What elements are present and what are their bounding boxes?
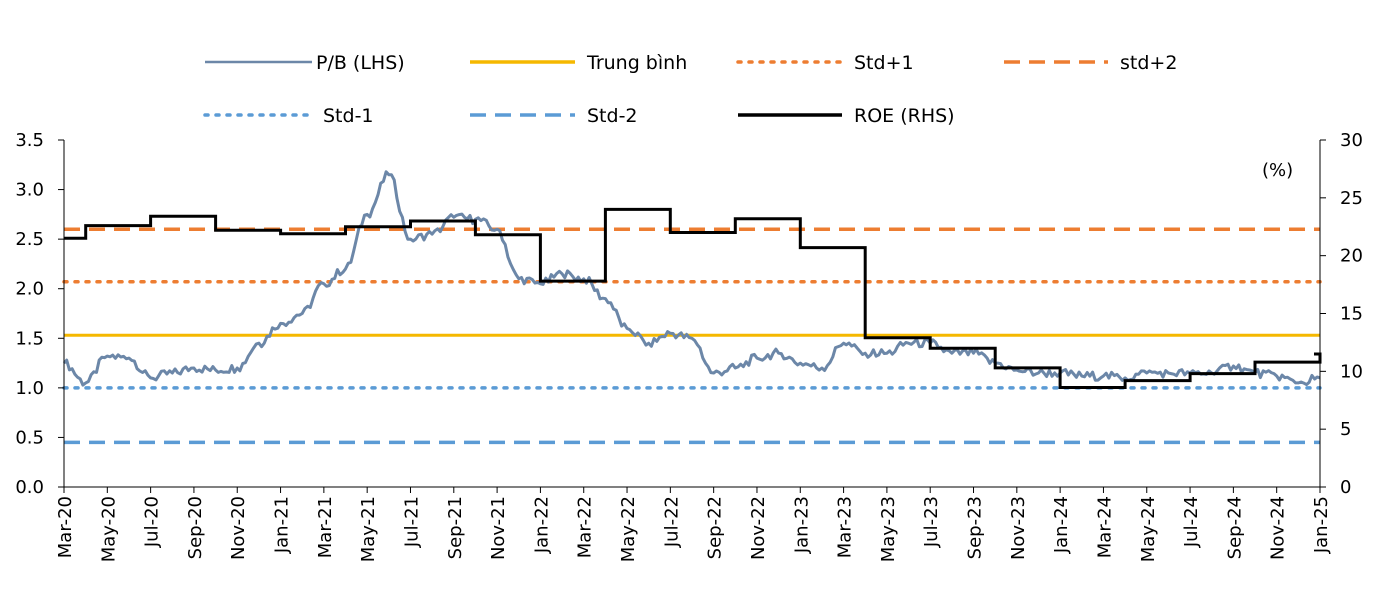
right-tick-label: 30 [1340, 130, 1363, 151]
x-tick-label: Mar-21 [315, 496, 336, 558]
right-axis-unit-label: (%) [1262, 160, 1293, 181]
x-tick-label: Nov-21 [488, 496, 509, 560]
x-tick-label: Jan-23 [791, 496, 812, 554]
left-tick-label: 3.0 [15, 180, 44, 201]
right-tick-label: 25 [1340, 188, 1363, 209]
legend-label: std+2 [1120, 52, 1177, 74]
left-tick-label: 2.0 [15, 279, 44, 300]
x-tick-label: Jan-25 [1311, 496, 1332, 554]
legend-item-std-2: std+2 [1004, 52, 1177, 74]
legend-item-trung-b-nh: Trung bình [470, 52, 687, 74]
x-tick-label: Nov-24 [1268, 496, 1289, 560]
x-tick-label: Sep-21 [445, 496, 466, 559]
x-tick-label: Nov-22 [748, 496, 769, 560]
right-tick-label: 10 [1340, 361, 1363, 382]
roe-line [64, 207, 1322, 389]
legend-label: Std-2 [587, 105, 638, 127]
legend: P/B (LHS) Trung bình Std+1 std+2 Std-1 Std-2 R… [203, 52, 1177, 127]
roe-series [64, 207, 1322, 389]
x-tick-label: Jan-24 [1051, 496, 1072, 554]
x-tick-label: Sep-22 [705, 496, 726, 559]
right-tick-label: 20 [1340, 246, 1363, 267]
legend-label: Trung bình [586, 52, 687, 74]
left-tick-label: 2.5 [15, 229, 44, 250]
x-tick-label: Mar-22 [575, 496, 596, 558]
legend-label: P/B (LHS) [316, 52, 405, 74]
x-tick-label: Nov-20 [228, 496, 249, 560]
legend-item-std-1: Std-1 [203, 105, 374, 127]
x-tick-label: Jul-21 [401, 496, 422, 548]
x-tick-label: Jul-20 [142, 496, 163, 548]
legend-label: ROE (RHS) [854, 105, 955, 127]
left-tick-label: 1.5 [15, 328, 44, 349]
x-tick-label: May-23 [878, 496, 899, 562]
x-tick-label: Sep-24 [1224, 496, 1245, 559]
x-tick-label: Jul-24 [1181, 496, 1202, 548]
x-tick-label: Jan-22 [531, 496, 552, 554]
reference-lines [62, 227, 1322, 445]
x-tick-label: Nov-23 [1008, 496, 1029, 560]
x-tick-label: Sep-20 [185, 496, 206, 559]
axes: 0.0 0.5 1.0 1.5 2.0 2.5 3.0 3.5 0 5 10 15 20 25 30 Mar-… [15, 130, 1363, 562]
left-tick-label: 0.5 [15, 427, 44, 448]
x-tick-label: May-22 [618, 496, 639, 562]
pb-series [62, 170, 1321, 387]
legend-item-std-2: Std-2 [470, 105, 638, 127]
x-tick-label: Jan-21 [272, 496, 293, 554]
x-tick-label: Jul-23 [921, 496, 942, 548]
x-tick-label: Jul-22 [661, 496, 682, 548]
x-tick-label: May-24 [1138, 496, 1159, 562]
x-tick-label: Mar-20 [55, 496, 76, 558]
right-tick-label: 0 [1340, 477, 1351, 498]
legend-label: Std-1 [323, 105, 374, 127]
left-tick-label: 1.0 [15, 378, 44, 399]
x-tick-label: May-21 [358, 496, 379, 562]
left-tick-label: 0.0 [15, 477, 44, 498]
legend-item-p-b-lhs-: P/B (LHS) [205, 52, 405, 74]
left-tick-label: 3.5 [15, 130, 44, 151]
legend-label: Std+1 [854, 52, 914, 74]
right-tick-label: 15 [1340, 304, 1363, 325]
legend-item-roe-rhs-: ROE (RHS) [738, 105, 955, 127]
legend-item-std-1: Std+1 [736, 52, 914, 74]
x-tick-label: Mar-24 [1094, 496, 1115, 558]
x-tick-label: May-20 [98, 496, 119, 562]
right-tick-label: 5 [1340, 419, 1351, 440]
x-tick-label: Mar-23 [835, 496, 856, 558]
x-tick-label: Sep-23 [965, 496, 986, 559]
pb-line [62, 170, 1321, 387]
